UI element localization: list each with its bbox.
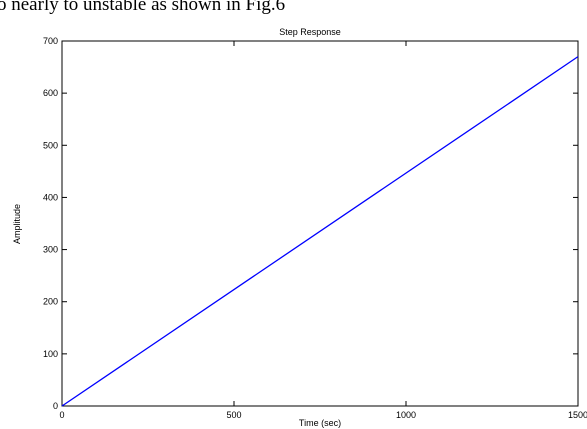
y-tick-label: 200 [43, 297, 58, 307]
y-tick-label: 0 [53, 401, 58, 411]
document-text: o nearly to unstable as shown in Fig.6 [0, 0, 285, 15]
x-axis-label: Time (sec) [299, 418, 341, 428]
y-tick-label: 300 [43, 245, 58, 255]
x-tick-label: 0 [59, 410, 64, 420]
x-tick-label: 500 [226, 410, 241, 420]
chart-title: Step Response [279, 27, 341, 37]
y-tick-label: 500 [43, 140, 58, 150]
plot-frame [61, 40, 579, 407]
y-tick-label: 100 [43, 349, 58, 359]
y-axis-label: Amplitude [12, 204, 22, 244]
x-tick-label: 1500 [568, 410, 587, 420]
y-tick-label: 600 [43, 88, 58, 98]
response-line [61, 56, 579, 407]
y-tick-label: 700 [43, 36, 58, 46]
y-tick-label: 400 [43, 192, 58, 202]
x-tick-label: 1000 [396, 410, 416, 420]
